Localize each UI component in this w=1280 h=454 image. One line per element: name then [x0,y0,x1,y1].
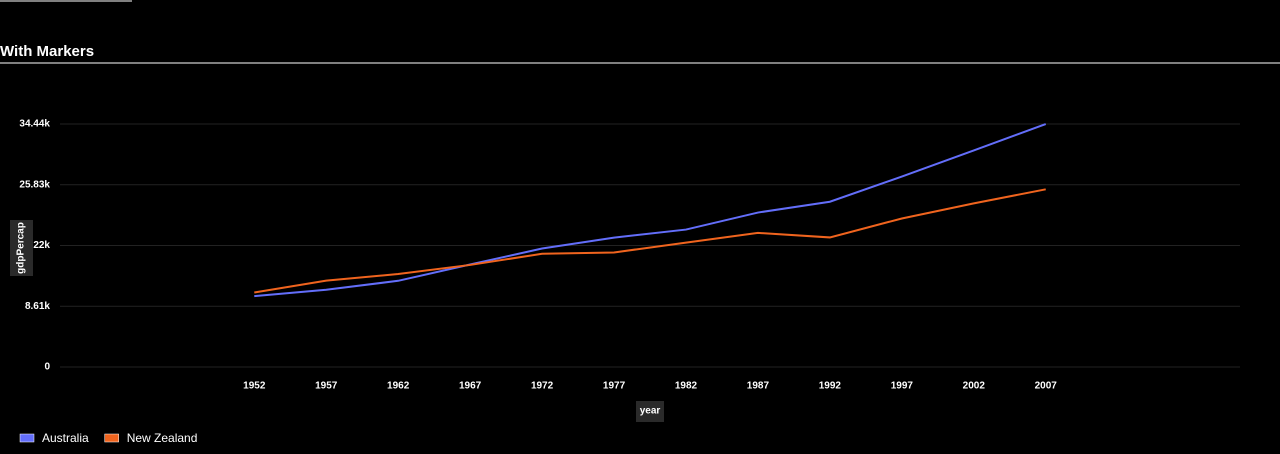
legend-label: New Zealand [127,431,198,445]
x-tick-label: 1952 [243,381,266,392]
x-tick-label: 1957 [315,381,338,392]
legend-swatch [19,433,35,443]
x-axis-label: year [640,406,661,417]
x-tick-label: 1997 [891,381,914,392]
x-tick-label: 1962 [387,381,410,392]
y-tick-label: 8.61k [25,301,50,312]
y-tick-label: 0 [44,362,50,373]
x-tick-label: 2002 [963,381,986,392]
x-label-box [636,401,664,422]
y-tick-label: 25.83k [19,179,50,190]
x-tick-label: 1977 [603,381,626,392]
x-tick-label: 1967 [459,381,482,392]
y-tick-label: 34.44k [19,119,50,130]
x-tick-label: 1987 [747,381,770,392]
chart-title: With Markers [0,43,94,60]
x-tick-label: 1992 [819,381,842,392]
x-tick-label: 1972 [531,381,554,392]
x-tick-label: 2007 [1035,381,1058,392]
legend-swatch [104,433,119,443]
x-tick-label: 1982 [675,381,698,392]
legend-label: Australia [42,431,89,445]
series-line [254,188,1046,294]
y-axis-label: gdpPercap [16,222,27,274]
series-line [254,123,1047,298]
y-label-box [10,220,33,276]
y-tick-label: 22k [33,240,50,251]
